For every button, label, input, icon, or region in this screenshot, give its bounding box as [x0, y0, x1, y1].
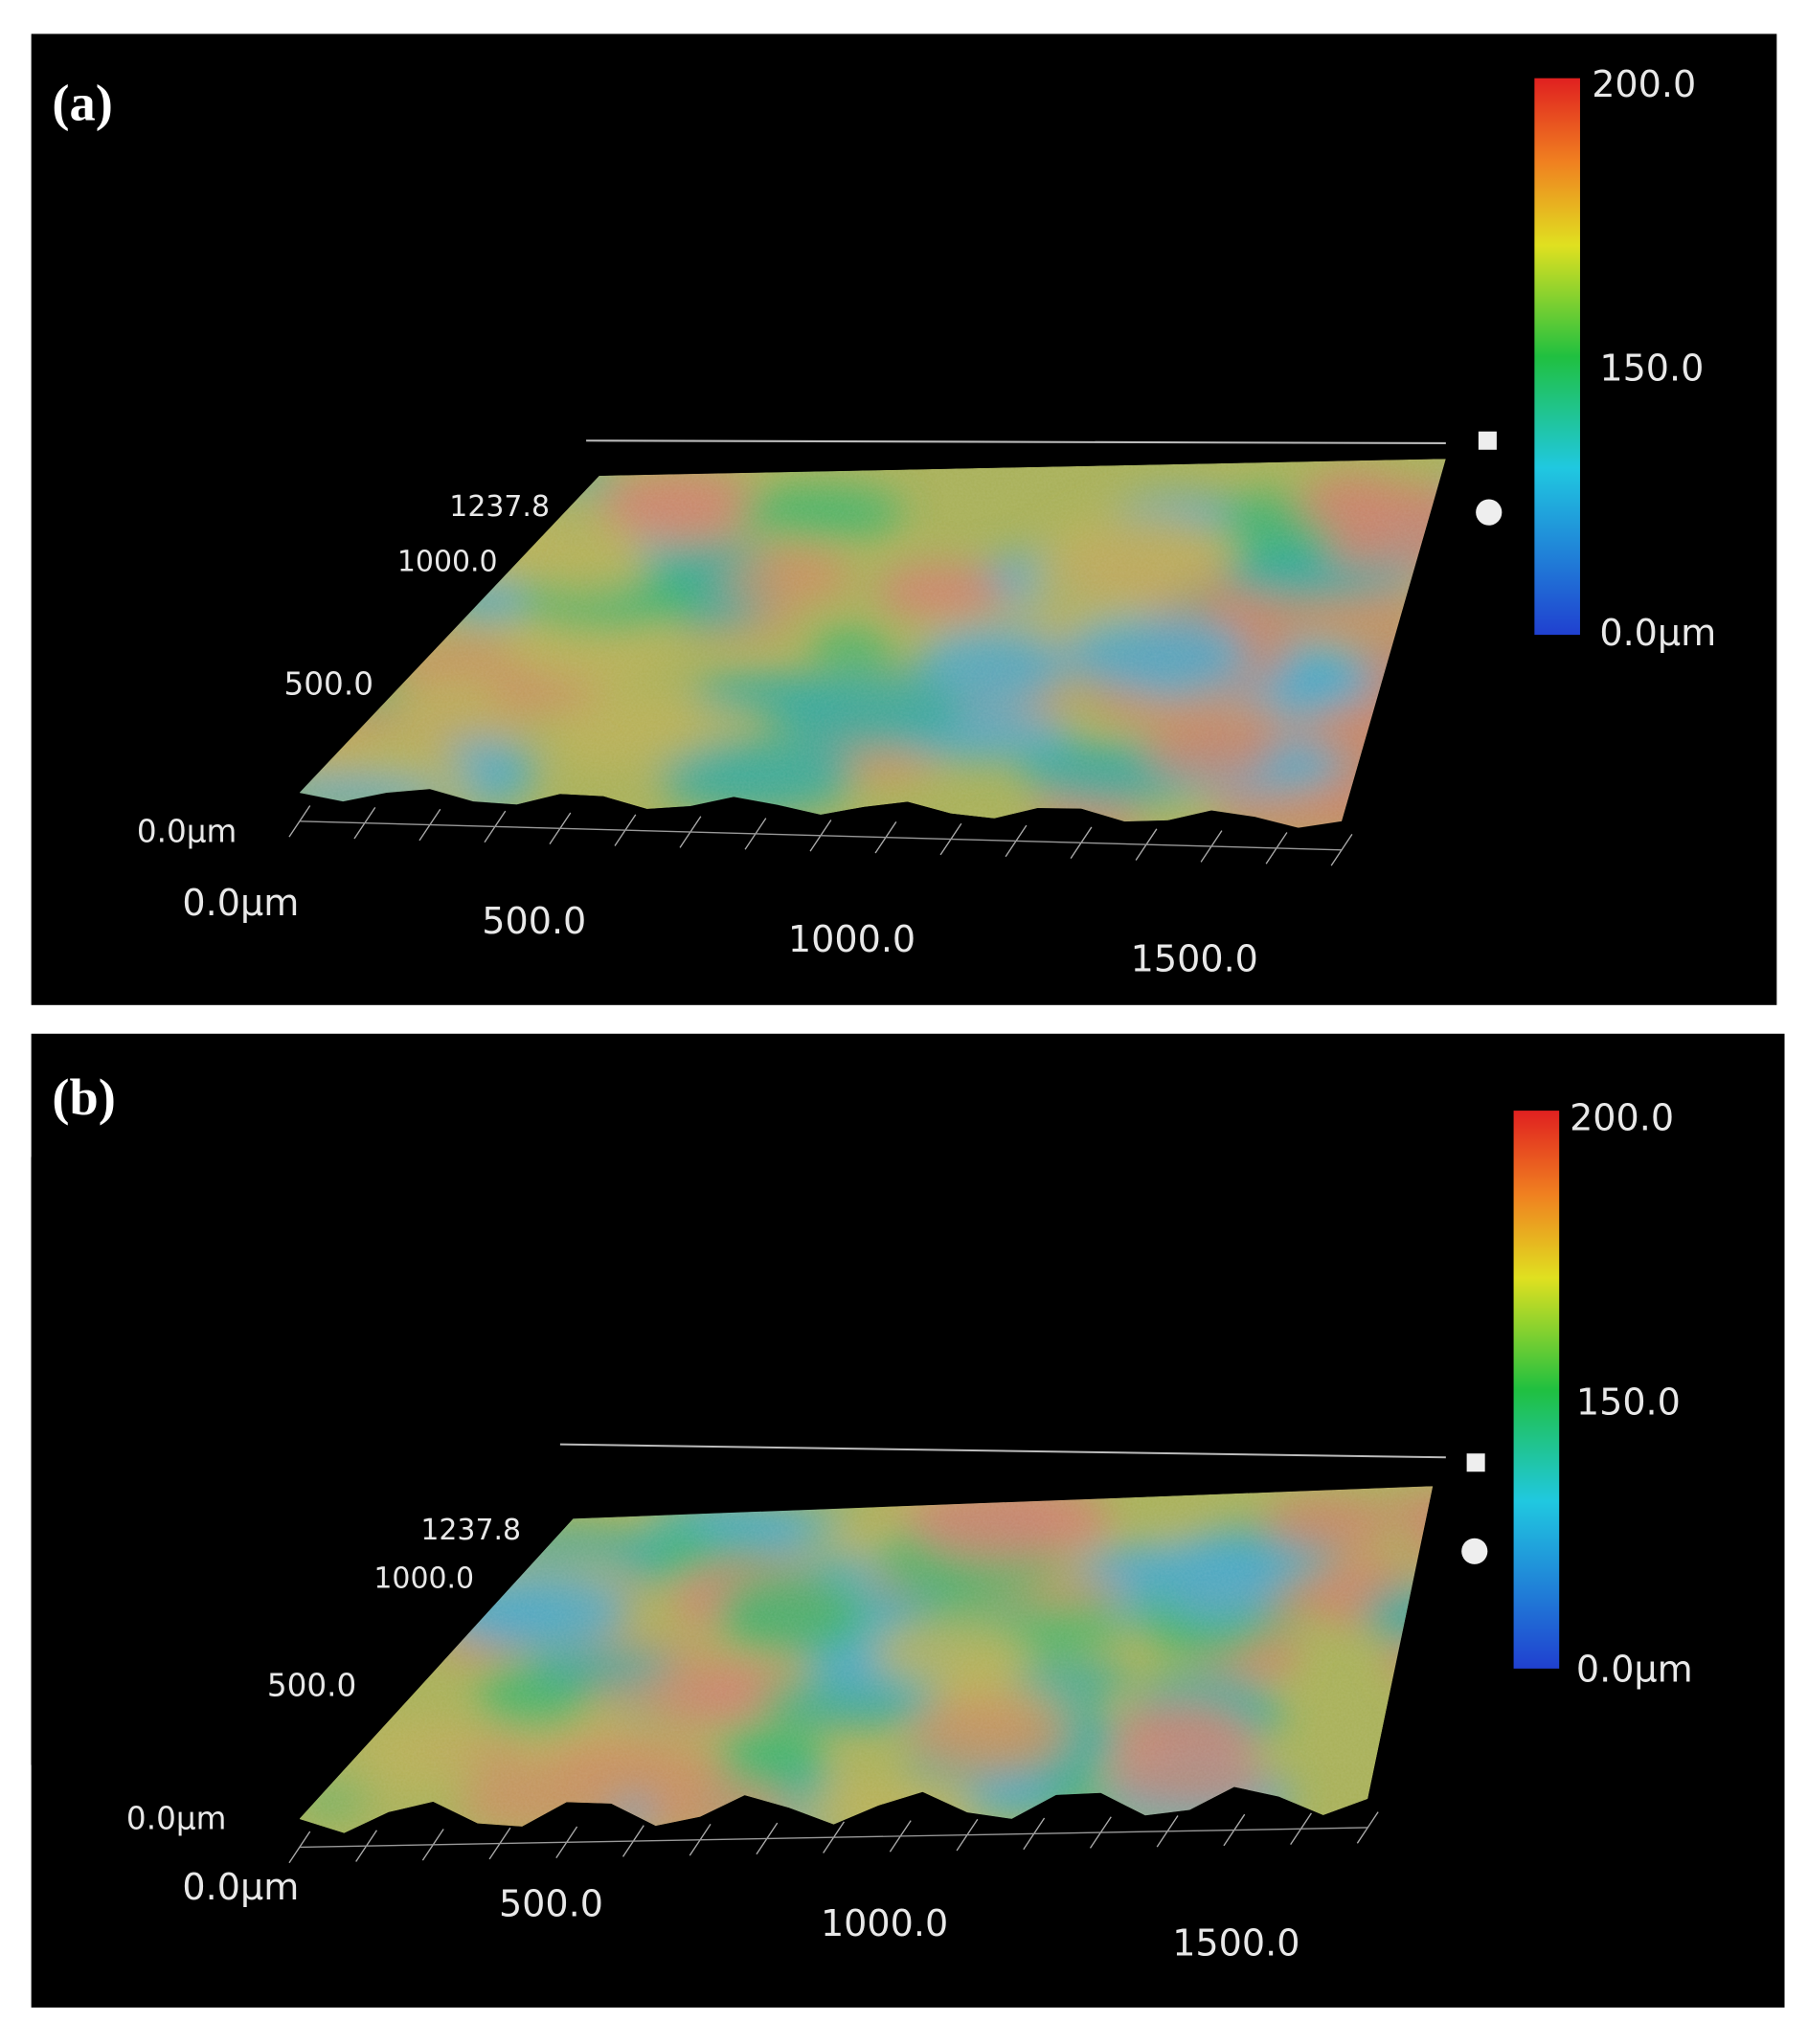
colorbar-tick-label: 200.0: [1570, 1096, 1674, 1138]
y-tick-label: 1000.0: [373, 1561, 474, 1595]
x-tick-label: 1500.0: [1131, 937, 1258, 979]
y-tick-label: 1237.8: [420, 1514, 521, 1547]
surface: [299, 1486, 1434, 1833]
x-tick-label: 1000.0: [788, 918, 915, 960]
y-tick-label: 500.0: [267, 1667, 356, 1703]
panel-label: (a): [52, 73, 112, 131]
colorbar: [1513, 1111, 1560, 1669]
y-tick-label: 1237.8: [449, 490, 550, 524]
surface-grain: [299, 1486, 1434, 1833]
x-axis-line: [299, 1827, 1368, 1849]
x-tick-label: 0.0µm: [182, 1866, 299, 1908]
y-tick-label: 0.0µm: [137, 814, 237, 850]
marker-square: [1466, 1453, 1485, 1472]
colorbar-tick-label: 0.0µm: [1599, 612, 1716, 654]
colorbar-tick-label: 0.0µm: [1576, 1648, 1693, 1690]
y-tick-label: 0.0µm: [126, 1800, 226, 1836]
x-tick-label: 500.0: [499, 1883, 603, 1925]
colorbar-tick-label: 150.0: [1576, 1381, 1681, 1423]
colorbar-tick-label: 150.0: [1599, 348, 1704, 390]
panel: (b) 200.0 150.0 0.0µm 1237.8 1000.0 500.0 0.0µm…: [31, 1033, 1785, 2008]
y-tick-label: 1000.0: [397, 545, 498, 578]
marker-circle: [1461, 1538, 1488, 1564]
x-tick-label: 1000.0: [821, 1902, 948, 1944]
colorbar: [1534, 78, 1580, 636]
x-tick-label: 0.0µm: [182, 882, 299, 924]
marker-circle: [1476, 499, 1503, 526]
x-tick-label: 1500.0: [1172, 1921, 1300, 1964]
surface-grain: [299, 459, 1446, 828]
panel: (a) 200.0 150.0 0.0µm 1237.8 1000.0 500.0 0.0µm…: [31, 34, 1777, 1005]
panel-label: (b): [52, 1067, 115, 1126]
x-axis-line: [299, 820, 1343, 851]
frame-line: [559, 1443, 1446, 1459]
x-tick-label: 500.0: [482, 900, 586, 942]
frame-line: [586, 439, 1446, 444]
y-tick-label: 500.0: [284, 666, 373, 703]
marker-square: [1478, 431, 1497, 450]
colorbar-tick-label: 200.0: [1592, 63, 1696, 105]
